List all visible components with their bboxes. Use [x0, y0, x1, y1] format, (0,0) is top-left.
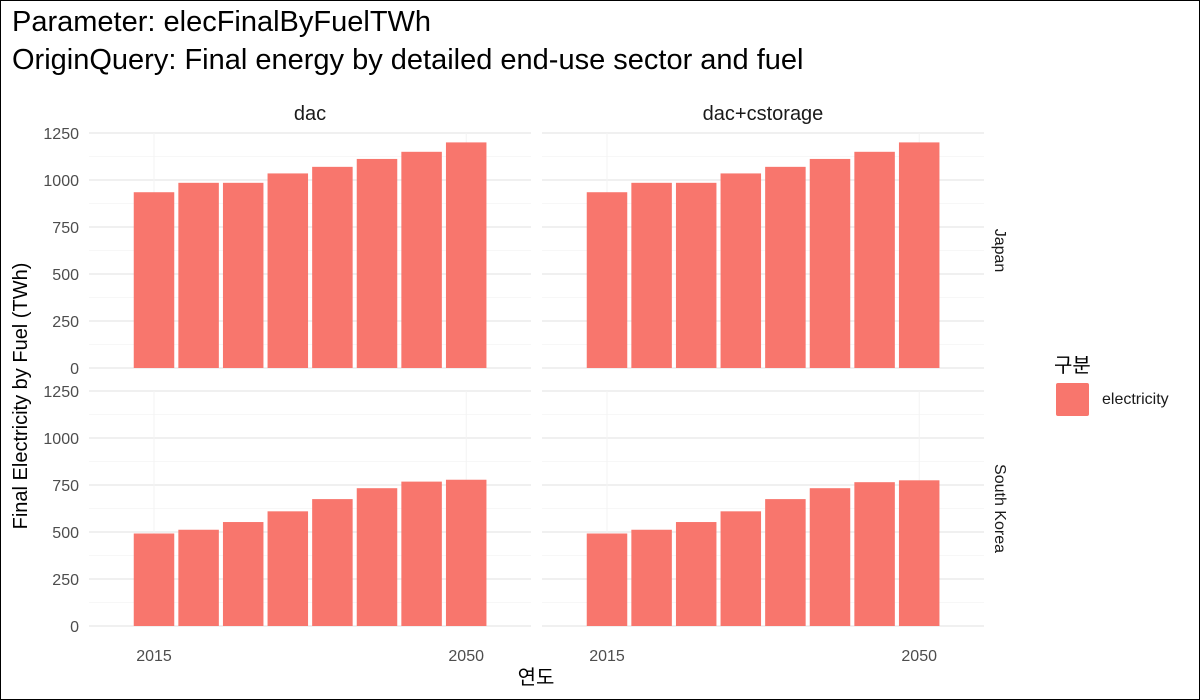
y-tick-label: 750 [52, 220, 79, 237]
y-tick-label: 750 [52, 478, 79, 495]
bar [133, 533, 175, 626]
y-tick-label: 0 [70, 361, 79, 378]
y-axis-title: Final Electricity by Fuel (TWh) [10, 263, 32, 530]
legend-title: 구분 [1054, 353, 1091, 377]
x-tick-label: 2050 [448, 648, 484, 665]
bar [586, 533, 628, 626]
x-tick-label: 2015 [136, 648, 172, 665]
facet-strip-label: South Korea [991, 464, 1008, 553]
y-tick-label: 1250 [43, 126, 79, 143]
bar [178, 529, 219, 626]
bar [854, 482, 895, 626]
bar [631, 529, 672, 626]
bar [312, 166, 353, 368]
bar [267, 511, 309, 626]
legend-label-electricity: electricity [1102, 391, 1169, 408]
y-tick-label: 500 [52, 267, 79, 284]
chart-title-line-1: Parameter: elecFinalByFuelTWh [12, 6, 432, 38]
bar [312, 499, 353, 626]
bar [631, 182, 672, 368]
bar [267, 173, 309, 368]
bar [401, 151, 442, 368]
y-tick-label: 1000 [43, 431, 79, 448]
bar [222, 522, 264, 626]
x-tick-label: 2050 [901, 648, 937, 665]
y-tick-label: 1000 [43, 173, 79, 190]
bar [133, 192, 175, 368]
bar [356, 488, 398, 626]
legend-key-electricity [1056, 383, 1089, 416]
bar [178, 182, 219, 368]
bar [675, 522, 717, 626]
y-tick-label: 250 [52, 572, 79, 589]
facet-strip-label: Japan [991, 229, 1008, 273]
bar [854, 151, 895, 368]
facet-strip-label: dac+cstorage [703, 103, 824, 125]
bar [765, 166, 806, 368]
bar [675, 182, 717, 368]
bar [809, 488, 851, 626]
bar [898, 142, 940, 368]
bar [720, 511, 762, 626]
y-tick-label: 250 [52, 314, 79, 331]
bar [720, 173, 762, 368]
chart-title-line-2: OriginQuery: Final energy by detailed en… [12, 44, 804, 76]
bar [445, 479, 487, 626]
bar [765, 499, 806, 626]
y-tick-label: 0 [70, 619, 79, 636]
facet-strip-label: dac [294, 103, 326, 125]
bar [356, 158, 398, 368]
bar [809, 158, 851, 368]
y-tick-label: 1250 [43, 384, 79, 401]
y-tick-label: 500 [52, 525, 79, 542]
bar [445, 142, 487, 368]
bar [401, 481, 442, 626]
bar [898, 480, 940, 626]
x-tick-label: 2015 [589, 648, 625, 665]
x-axis-title: 연도 [518, 665, 555, 689]
bar [222, 182, 264, 368]
bar [586, 192, 628, 368]
